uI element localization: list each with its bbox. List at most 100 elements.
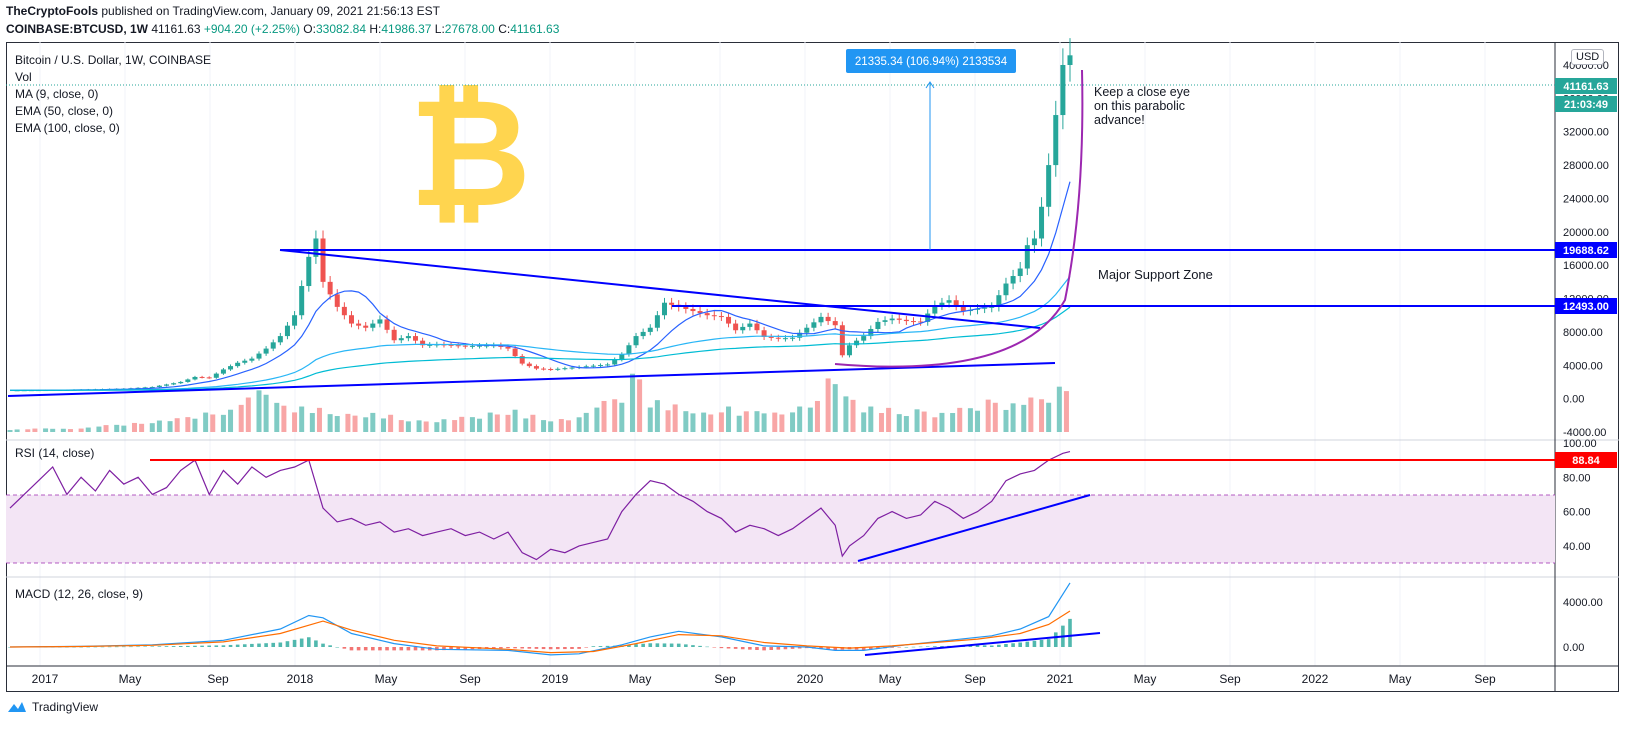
macd-histogram-bar	[392, 647, 396, 651]
volume-bar	[96, 426, 102, 432]
candle-body	[206, 377, 212, 379]
macd-histogram-bar	[335, 647, 340, 648]
candle-body	[661, 302, 667, 316]
ascending-trendline[interactable]	[7, 362, 1056, 397]
author-name[interactable]: TheCryptoFools	[6, 4, 98, 18]
macd-histogram-bar	[748, 647, 752, 650]
macd-histogram-bar	[577, 647, 581, 649]
candle-body	[711, 315, 717, 317]
price-axis[interactable]: 40000.0036000.0032000.0028000.0024000.00…	[1563, 60, 1609, 654]
volume-bar	[619, 402, 625, 432]
macd-histogram-bar	[363, 647, 368, 651]
volume-bar	[67, 429, 73, 432]
volume-bar	[1010, 403, 1016, 432]
candle-body	[284, 325, 290, 337]
time-tick-label: 2019	[542, 672, 569, 686]
macd-histogram-bar	[499, 647, 503, 649]
macd-histogram-bar	[527, 647, 532, 649]
rsi-trendline[interactable]	[857, 494, 1091, 562]
macd-histogram-bar	[655, 643, 660, 647]
volume-bar	[494, 414, 500, 432]
macd-histogram-bar	[819, 647, 823, 650]
macd-histogram-bar	[200, 645, 204, 647]
macd-histogram-bar	[911, 646, 916, 648]
time-tick-label: May	[629, 672, 652, 686]
macd-histogram-bar	[776, 647, 781, 650]
volume-bar	[363, 417, 369, 432]
macd-tick-label: 0.00	[1563, 642, 1584, 654]
support-tag	[1555, 298, 1617, 314]
macd-histogram-bar	[534, 647, 539, 649]
volume-bar	[565, 420, 571, 432]
candle-body	[427, 344, 433, 346]
macd-histogram-bar	[406, 647, 411, 651]
candle-body	[654, 315, 660, 328]
macd-trendline[interactable]	[864, 632, 1101, 656]
footer-brand[interactable]: TradingView	[6, 700, 98, 714]
parabolic-curve[interactable]	[834, 69, 1084, 368]
macd-histogram-bar	[122, 646, 126, 648]
descending-trendline[interactable]	[279, 249, 1041, 329]
candle-body	[612, 359, 618, 365]
volume-bar	[654, 400, 660, 432]
time-tick-label: May	[879, 672, 902, 686]
candle-body	[277, 336, 283, 343]
support-zone-label: Major Support Zone	[1098, 267, 1213, 282]
candle-body	[548, 369, 554, 371]
macd-histogram-bar	[520, 647, 525, 649]
volume-bar	[487, 412, 493, 432]
candle-body	[185, 379, 191, 382]
candle-body	[747, 323, 753, 327]
time-axis[interactable]: 2017 May Sep 2018 May Sep 2019 May Sep 2020 May Sep…	[32, 672, 1496, 686]
candle-body	[356, 323, 362, 326]
candle-body	[726, 316, 732, 324]
macd-histogram-bar	[726, 647, 731, 649]
candle-body	[875, 321, 881, 329]
signal-path	[9, 610, 1071, 654]
legend-ema50: EMA (50, close, 0)	[15, 104, 113, 118]
candle-body	[292, 315, 298, 326]
macd-histogram-bar	[378, 647, 382, 651]
macd-histogram-bar	[933, 646, 937, 647]
candle-body	[825, 316, 831, 322]
countdown-tag	[1555, 96, 1617, 112]
currency-button[interactable]: USD	[1571, 49, 1605, 65]
volume-bar	[896, 414, 902, 432]
volume-bar	[228, 409, 234, 432]
macd-histogram-bar	[555, 647, 560, 650]
macd-histogram-bar	[684, 644, 688, 647]
candle-body	[306, 256, 312, 287]
last-price: 41161.63	[151, 22, 201, 36]
close-label: C:	[498, 22, 511, 36]
candle-body	[220, 369, 226, 374]
volume-bar	[743, 411, 749, 432]
volume-bar	[814, 400, 820, 432]
high-label: H:	[369, 22, 382, 36]
volume-bar	[1028, 397, 1034, 432]
volume-bar	[405, 421, 411, 432]
candle-body	[149, 386, 155, 388]
volume-bar	[1021, 404, 1027, 432]
macd-histogram-bar	[321, 643, 325, 647]
brand-name: TradingView	[32, 700, 99, 714]
volume-bar	[612, 399, 618, 432]
macd-histogram-bar	[541, 647, 546, 650]
volume-bar	[345, 413, 351, 432]
time-tick-label: Sep	[1474, 672, 1496, 686]
macd-histogram-bar	[890, 647, 894, 648]
volume-bar	[832, 384, 838, 432]
macd-histogram-bar	[285, 641, 290, 647]
volume-bar	[210, 414, 216, 432]
volume-bar	[1056, 386, 1062, 432]
candle-body	[889, 318, 895, 321]
candle-body	[235, 362, 241, 367]
volume-bar	[274, 402, 280, 432]
volume-bar	[121, 425, 127, 432]
volume-bar	[583, 412, 589, 432]
time-tick-label: May	[1389, 672, 1412, 686]
volume-bars	[7, 373, 1069, 432]
macd-histogram-bar	[755, 647, 759, 650]
macd-histogram-bar	[712, 647, 717, 648]
candle-body	[804, 327, 810, 333]
